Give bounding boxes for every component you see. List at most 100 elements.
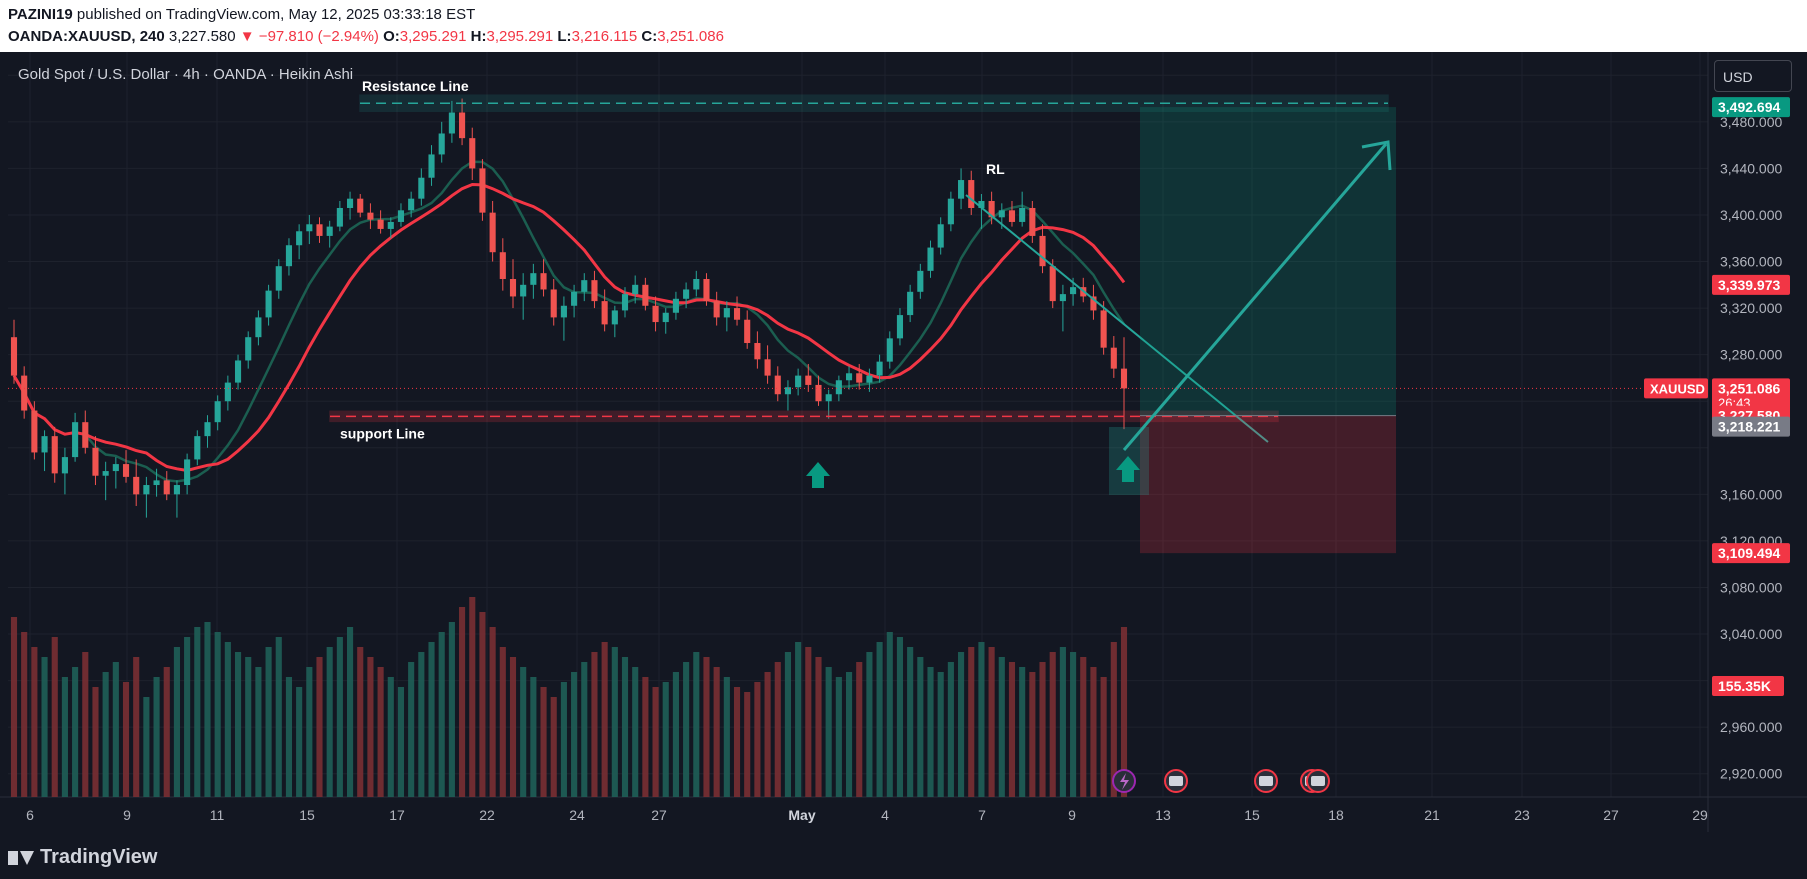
volume-bar — [234, 652, 242, 797]
take-profit-zone — [1140, 107, 1396, 416]
price-badge-label: 3,251.086 — [1718, 380, 1780, 396]
volume-bar — [876, 642, 883, 797]
volume-bar — [1080, 657, 1087, 797]
publish-line: PAZINI19 published on TradingView.com, M… — [8, 4, 1798, 26]
stop-loss-zone — [1140, 415, 1396, 554]
volume-bar — [571, 672, 578, 797]
candle-body — [632, 284, 639, 295]
resistance-label: Resistance Line — [362, 78, 469, 94]
price-badge — [1712, 378, 1790, 413]
candle-body — [754, 343, 761, 360]
us-event-icon-flag — [1259, 776, 1273, 786]
volume-bar — [265, 647, 272, 797]
time-tick-label: 11 — [210, 807, 225, 823]
candle-body — [917, 270, 924, 292]
symbol-tag — [1644, 378, 1708, 399]
candle-body — [112, 464, 119, 472]
symbol-label[interactable]: OANDA:XAUUSD — [8, 28, 132, 45]
volume-bar — [296, 687, 303, 797]
price-badge — [1712, 416, 1790, 437]
volume-bar — [693, 652, 700, 797]
high-value: 3,295.291 — [486, 28, 554, 45]
volume-bar — [978, 642, 985, 797]
candle-body — [764, 359, 771, 376]
candle-body — [448, 112, 455, 134]
price-tick-label: 2,960.000 — [1720, 719, 1782, 735]
volume-bar — [845, 672, 853, 797]
candle-body — [509, 278, 517, 297]
volume-bar — [418, 652, 425, 797]
candle-body — [774, 375, 781, 395]
volume-bar — [92, 687, 99, 797]
volume-bar — [469, 597, 476, 797]
time-tick-label: 15 — [1244, 807, 1260, 823]
candle-body — [723, 308, 730, 318]
candle-body — [173, 485, 180, 495]
volume-bar — [316, 657, 323, 797]
candle-body — [31, 410, 38, 453]
candle-body — [1110, 347, 1117, 369]
symbol-tag-label: XAUUSD — [1650, 381, 1705, 396]
volume-bar — [733, 687, 741, 797]
candle-body — [591, 280, 598, 302]
volume-bar — [744, 692, 751, 797]
volume-bar — [408, 662, 415, 797]
volume-bar — [784, 652, 791, 797]
volume-bar — [520, 667, 527, 797]
volume-bar — [173, 647, 180, 797]
publish-info: published on TradingView.com, May 12, 20… — [76, 6, 476, 23]
volume-bar — [632, 667, 639, 797]
volume-bar — [958, 652, 965, 797]
volume-bar — [805, 647, 812, 797]
volume-bar — [112, 662, 119, 797]
time-tick-label: 17 — [389, 807, 405, 823]
volume-bar — [509, 657, 517, 797]
volume-bar — [163, 667, 170, 797]
volume-bar — [326, 647, 333, 797]
candle-body — [51, 436, 58, 474]
candle-body — [367, 212, 374, 220]
time-tick-label: 9 — [1068, 807, 1076, 823]
volume-bar — [10, 617, 18, 797]
volume-bar — [1100, 677, 1107, 797]
volume-bar — [72, 667, 79, 797]
price-chart[interactable]: 3,520.0003,480.0003,440.0003,400.0003,36… — [0, 52, 1807, 832]
volume-bar — [764, 672, 771, 797]
support-label: support Line — [340, 425, 425, 441]
time-tick-label: 15 — [299, 807, 315, 823]
volume-bar — [245, 657, 252, 797]
price-tick-label: 3,480.000 — [1720, 114, 1782, 130]
volume-bar — [122, 682, 130, 797]
volume-bar — [540, 687, 547, 797]
us-event-icon-flag — [1169, 776, 1183, 786]
volume-bar — [662, 682, 669, 797]
candle-body — [978, 201, 985, 208]
volume-bar — [947, 662, 954, 797]
volume-bar — [459, 607, 466, 797]
candle-body — [550, 289, 557, 318]
candle-body — [479, 168, 486, 213]
candle-body — [540, 273, 547, 290]
time-tick-label: 13 — [1155, 807, 1171, 823]
entry-up-arrow-icon — [1116, 456, 1140, 482]
volume-bar — [1039, 662, 1046, 797]
candle-body — [1029, 207, 1036, 236]
chart-frame[interactable]: 3,520.0003,480.0003,440.0003,400.0003,36… — [0, 52, 1807, 852]
volume-bar — [581, 662, 588, 797]
currency-button[interactable]: USD — [1714, 60, 1792, 92]
volume-bar — [998, 657, 1005, 797]
tradingview-logo[interactable]: TradingView — [8, 846, 157, 869]
volume-bar — [204, 622, 211, 797]
candle-body — [316, 224, 323, 236]
candle-body — [642, 284, 649, 306]
volume-bar — [601, 642, 608, 797]
price-badge-label: 3,109.494 — [1718, 545, 1780, 561]
candle-body — [896, 315, 904, 339]
brand-name: TradingView — [40, 846, 158, 868]
candle-body — [428, 154, 435, 178]
candle-body — [784, 387, 791, 395]
volume-bar — [1090, 667, 1097, 797]
author-name[interactable]: PAZINI19 — [8, 6, 73, 23]
time-tick-label: 24 — [569, 807, 585, 823]
last-price: 3,227.580 — [168, 28, 236, 45]
